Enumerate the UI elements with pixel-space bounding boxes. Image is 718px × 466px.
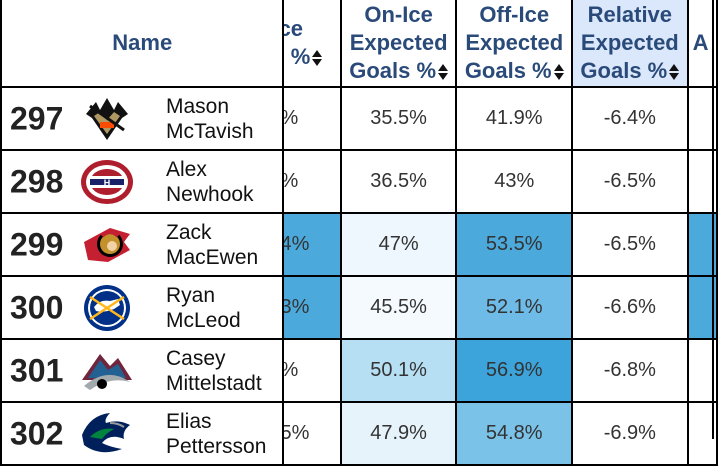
rank-number: 299 <box>10 226 64 262</box>
player-name[interactable]: Elias Pettersson <box>166 409 266 459</box>
on-ice-xg-cell: 45.5% <box>340 276 458 340</box>
relative-xg-column-header[interactable]: Relative Expected Goals % <box>572 0 689 88</box>
player-name[interactable]: Ryan McLeod <box>166 283 241 333</box>
header-row: Name Ice s % On-Ice Expected Goals % Off… <box>0 0 718 88</box>
header-line: On-Ice <box>364 2 433 27</box>
header-line: Expected <box>580 30 679 55</box>
on-ice-xg-cell: 47% <box>340 213 458 277</box>
rank-number: 302 <box>10 415 64 451</box>
header-line: Relative <box>587 2 673 27</box>
player-last-name: MacEwen <box>166 245 259 269</box>
player-cell[interactable]: 301 Casey Mittelstadt <box>0 339 285 403</box>
rank-number: 301 <box>10 352 64 388</box>
relative-xg-cell: -6.8% <box>572 339 689 403</box>
header-line: Off-Ice <box>479 2 550 27</box>
on-ice-xg-cell: 47.9% <box>340 402 458 466</box>
ice-pct-cell: % <box>283 150 342 214</box>
player-last-name: McTavish <box>166 119 254 143</box>
ottawa-senators-logo-icon <box>80 220 134 270</box>
rank-number: 297 <box>10 100 64 136</box>
off-ice-xg-cell: 43% <box>456 150 574 214</box>
player-name[interactable]: Mason McTavish <box>166 94 254 144</box>
anaheim-ducks-logo-icon <box>80 94 134 144</box>
name-column-header[interactable]: Name <box>0 0 285 88</box>
player-last-name: McLeod <box>166 308 241 332</box>
colorado-avalanche-logo-icon <box>80 346 134 396</box>
header-line: Ice <box>283 16 304 41</box>
off-ice-xg-cell: 53.5% <box>456 213 574 277</box>
rank-number: 300 <box>10 289 64 325</box>
player-cell[interactable]: 302 Elias Pettersson <box>0 402 285 466</box>
ice-pct-cell: % <box>283 339 342 403</box>
player-name[interactable]: Casey Mittelstadt <box>166 346 262 396</box>
player-first-name: Mason <box>166 94 230 118</box>
table-right-edge <box>712 0 714 439</box>
off-ice-xg-column-header[interactable]: Off-Ice Expected Goals % <box>456 0 574 88</box>
player-first-name: Elias <box>166 409 212 433</box>
off-ice-xg-cell: 54.8% <box>456 402 574 466</box>
relative-xg-cell: -6.4% <box>572 87 689 151</box>
player-cell[interactable]: 300 Ryan McLeod <box>0 276 285 340</box>
header-line: Expected <box>465 30 564 55</box>
player-last-name: Mittelstadt <box>166 371 262 395</box>
player-first-name: Alex <box>166 157 207 181</box>
svg-text:H: H <box>104 178 111 188</box>
on-ice-xg-column-header[interactable]: On-Ice Expected Goals % <box>340 0 458 88</box>
on-ice-xg-cell: 35.5% <box>340 87 458 151</box>
off-ice-xg-cell: 56.9% <box>456 339 574 403</box>
relative-xg-cell: -6.5% <box>572 213 689 277</box>
on-ice-xg-cell: 50.1% <box>340 339 458 403</box>
player-name[interactable]: Alex Newhook <box>166 157 254 207</box>
off-ice-xg-cell: 52.1% <box>456 276 574 340</box>
ice-column-header[interactable]: Ice s % <box>283 0 342 88</box>
montreal-canadiens-logo-icon: H <box>80 157 134 207</box>
player-first-name: Ryan <box>166 283 216 307</box>
relative-xg-cell: -6.9% <box>572 402 689 466</box>
header-line: s % <box>283 44 311 69</box>
player-name[interactable]: Zack MacEwen <box>166 220 258 270</box>
ice-pct-cell: 5% <box>283 402 342 466</box>
ice-pct-cell: 3% <box>283 276 342 340</box>
player-cell[interactable]: 299 Zack MacEwen <box>0 213 285 277</box>
header-line: Goals % <box>464 58 552 83</box>
on-ice-xg-cell: 36.5% <box>340 150 458 214</box>
ice-pct-cell: % <box>283 87 342 151</box>
header-line: Goals % <box>349 58 437 83</box>
sort-icon[interactable] <box>553 64 564 81</box>
player-first-name: Casey <box>166 346 226 370</box>
header-line: Expected <box>349 30 448 55</box>
player-last-name: Pettersson <box>166 434 267 458</box>
relative-xg-cell: -6.5% <box>572 150 689 214</box>
player-last-name: Newhook <box>166 182 254 206</box>
header-line: Goals % <box>580 58 668 83</box>
relative-xg-cell: -6.6% <box>572 276 689 340</box>
player-cell[interactable]: 297 Mason McTavish <box>0 87 285 151</box>
table-body: 297MasonMcTavish%35.5%41.9%-6.4%298HAlex… <box>0 87 718 466</box>
sort-icon[interactable] <box>312 50 323 67</box>
player-first-name: Zack <box>166 220 212 244</box>
sort-icon[interactable] <box>669 64 680 81</box>
off-ice-xg-cell: 41.9% <box>456 87 574 151</box>
ice-pct-cell: 4% <box>283 213 342 277</box>
buffalo-sabres-logo-icon <box>80 283 134 333</box>
vancouver-canucks-logo-icon <box>80 409 134 459</box>
player-cell[interactable]: 298 H Alex Newhook <box>0 150 285 214</box>
rank-number: 298 <box>10 163 64 199</box>
sort-icon[interactable] <box>438 64 449 81</box>
